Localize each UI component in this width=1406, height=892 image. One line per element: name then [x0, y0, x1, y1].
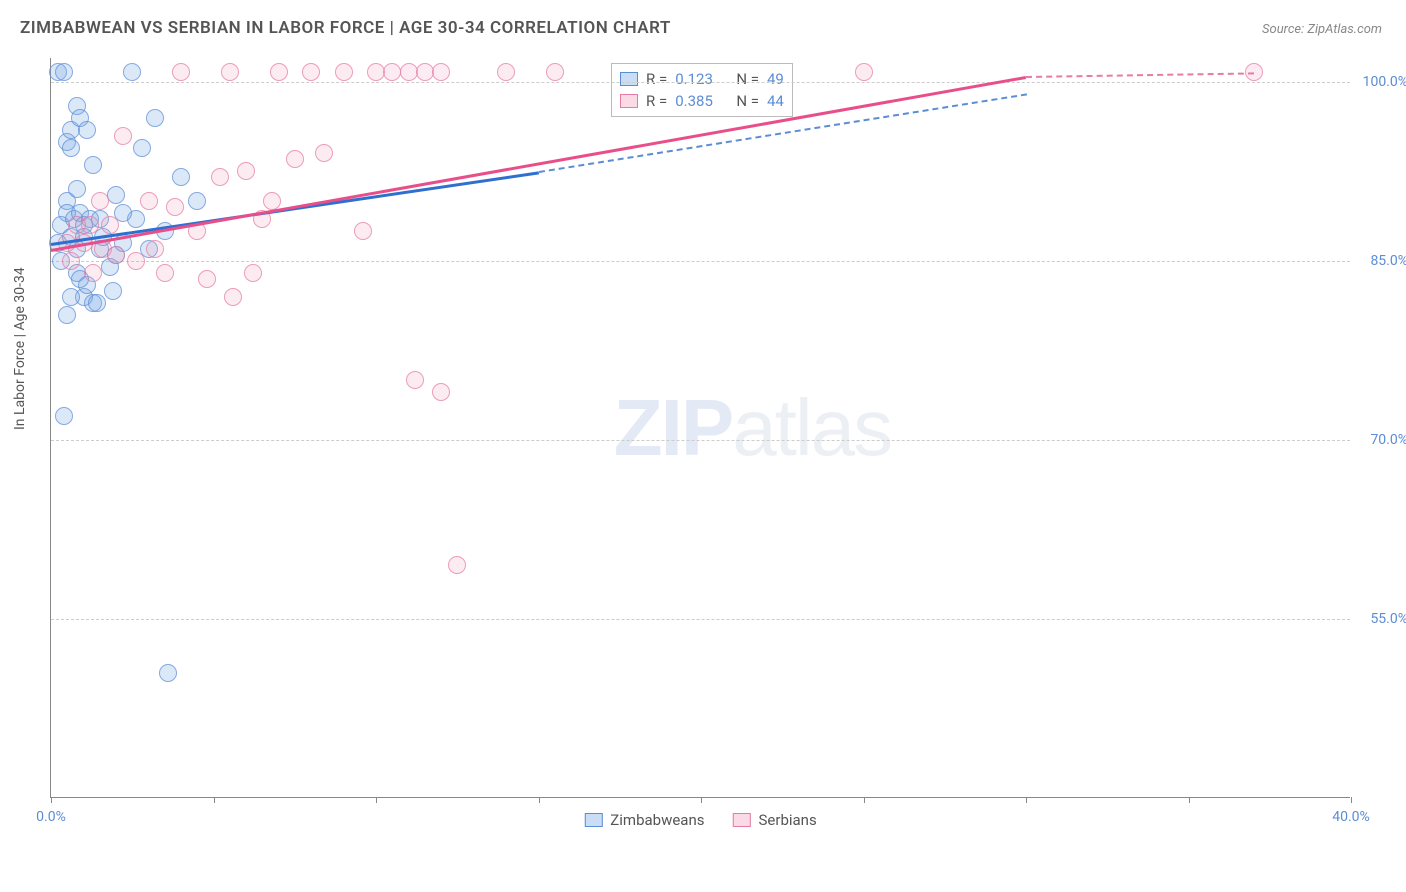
marker-pink [302, 63, 320, 81]
legend: Zimbabweans Serbians [584, 811, 816, 829]
marker-pink [432, 383, 450, 401]
marker-blue [62, 288, 80, 306]
marker-blue [172, 168, 190, 186]
r-label: R = [646, 92, 667, 110]
r-label: R = [646, 70, 667, 88]
marker-pink [101, 216, 119, 234]
x-tick [864, 797, 865, 803]
marker-pink [448, 556, 466, 574]
marker-pink [140, 192, 158, 210]
correlation-stats-box: R = 0.123 N = 49 R = 0.385 N = 44 [611, 63, 793, 117]
marker-pink [315, 144, 333, 162]
marker-pink [546, 63, 564, 81]
marker-pink [146, 240, 164, 258]
marker-blue [84, 156, 102, 174]
x-tick [214, 797, 215, 803]
marker-blue [68, 180, 86, 198]
marker-pink [270, 63, 288, 81]
marker-blue [88, 294, 106, 312]
stats-row-pink: R = 0.385 N = 44 [620, 90, 784, 112]
marker-pink [127, 252, 145, 270]
legend-item-pink: Serbians [733, 811, 817, 829]
marker-pink [211, 168, 229, 186]
marker-pink [244, 264, 262, 282]
watermark-zip: ZIP [614, 383, 732, 472]
legend-label-blue: Zimbabweans [610, 811, 704, 829]
marker-pink [84, 264, 102, 282]
marker-blue [123, 63, 141, 81]
marker-pink [156, 264, 174, 282]
marker-pink [406, 371, 424, 389]
y-axis-label: In Labor Force | Age 30-34 [12, 267, 28, 430]
trend-line [51, 76, 1026, 252]
marker-pink [166, 198, 184, 216]
legend-item-blue: Zimbabweans [584, 811, 704, 829]
chart-container: ZIMBABWEAN VS SERBIAN IN LABOR FORCE | A… [0, 0, 1406, 892]
gridline-h [51, 619, 1350, 620]
plot-area: ZIPatlas R = 0.123 N = 49 R = 0.385 N = … [50, 58, 1350, 798]
y-tick-label: 85.0% [1370, 253, 1406, 269]
gridline-h [51, 261, 1350, 262]
gridline-h [51, 440, 1350, 441]
marker-pink [286, 150, 304, 168]
y-tick-label: 55.0% [1370, 611, 1406, 627]
n-value-blue: 49 [767, 70, 784, 88]
chart-title: ZIMBABWEAN VS SERBIAN IN LABOR FORCE | A… [20, 18, 671, 38]
x-tick [1189, 797, 1190, 803]
marker-blue [55, 407, 73, 425]
marker-pink [62, 252, 80, 270]
marker-pink [107, 246, 125, 264]
legend-label-pink: Serbians [759, 811, 817, 829]
marker-pink [114, 127, 132, 145]
trend-line [1026, 72, 1254, 78]
marker-blue [62, 139, 80, 157]
n-label: N = [736, 70, 759, 88]
r-value-blue: 0.123 [675, 70, 713, 88]
marker-pink [224, 288, 242, 306]
n-value-pink: 44 [767, 92, 784, 110]
swatch-blue-icon [584, 813, 602, 827]
marker-pink [198, 270, 216, 288]
marker-pink [354, 222, 372, 240]
n-label: N = [736, 92, 759, 110]
x-tick [701, 797, 702, 803]
marker-pink [91, 192, 109, 210]
gridline-h [51, 82, 1350, 83]
watermark-atlas: atlas [732, 383, 891, 472]
watermark: ZIPatlas [614, 382, 891, 474]
x-tick [51, 797, 52, 803]
source-label: Source: ZipAtlas.com [1262, 22, 1382, 37]
marker-blue [55, 63, 73, 81]
marker-blue [107, 186, 125, 204]
r-value-pink: 0.385 [675, 92, 713, 110]
y-tick-label: 100.0% [1363, 74, 1406, 90]
swatch-blue-icon [620, 72, 638, 86]
x-tick-label: 0.0% [36, 809, 66, 825]
marker-pink [335, 63, 353, 81]
marker-pink [81, 216, 99, 234]
x-tick [376, 797, 377, 803]
stats-row-blue: R = 0.123 N = 49 [620, 68, 784, 90]
x-tick [1026, 797, 1027, 803]
x-tick-label: 40.0% [1332, 809, 1370, 825]
marker-blue [146, 109, 164, 127]
x-tick [539, 797, 540, 803]
marker-blue [104, 282, 122, 300]
marker-pink [497, 63, 515, 81]
x-tick [1351, 797, 1352, 803]
marker-pink [172, 63, 190, 81]
marker-pink [237, 162, 255, 180]
swatch-pink-icon [733, 813, 751, 827]
marker-blue [159, 664, 177, 682]
marker-blue [58, 306, 76, 324]
marker-pink [221, 63, 239, 81]
marker-blue [78, 121, 96, 139]
marker-pink [855, 63, 873, 81]
y-tick-label: 70.0% [1370, 432, 1406, 448]
swatch-pink-icon [620, 94, 638, 108]
marker-blue [133, 139, 151, 157]
marker-pink [432, 63, 450, 81]
marker-blue [188, 192, 206, 210]
